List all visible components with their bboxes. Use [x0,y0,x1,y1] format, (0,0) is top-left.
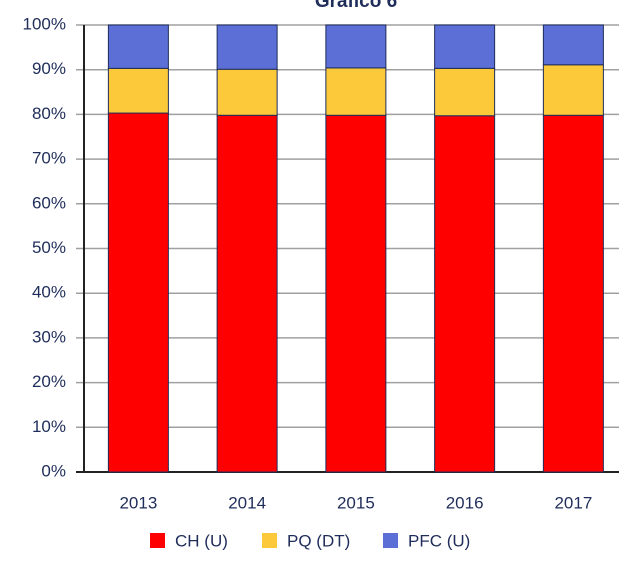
y-tick-label: 10% [32,417,66,436]
y-tick-label: 90% [32,59,66,78]
bar-segment [216,24,278,70]
bar-segment [434,67,496,117]
bar-segment [434,24,496,69]
y-tick-label: 80% [32,104,66,123]
bar-segment [542,24,604,66]
x-tick-label: 2013 [119,493,157,512]
y-tick-label: 30% [32,327,66,346]
y-tick-label: 20% [32,372,66,391]
legend-label: PFC (U) [408,531,470,550]
bar-segment [107,112,169,473]
bar-segment [107,67,169,114]
x-tick-label: 2016 [446,493,484,512]
legend-swatch [150,533,165,548]
y-tick-label: 0% [41,461,66,480]
legend-swatch [383,533,398,548]
bar-segment [325,24,387,69]
y-tick-label: 70% [32,149,66,168]
legend-swatch [262,533,277,548]
legend-label: PQ (DT) [287,531,350,550]
y-tick-label: 100% [23,14,66,33]
bar-segment [216,114,278,473]
bar-segment [325,67,387,116]
bar-segment [542,64,604,116]
x-tick-label: 2014 [228,493,266,512]
bar-segment [325,114,387,473]
y-tick-label: 60% [32,193,66,212]
chart-title: Gráfico 6 [315,0,397,12]
x-tick-label: 2017 [554,493,592,512]
y-tick-label: 50% [32,238,66,257]
bar-segment [434,115,496,473]
bar-segment [216,68,278,116]
y-tick-label: 40% [32,283,66,302]
legend-label: CH (U) [175,531,228,550]
x-tick-label: 2015 [337,493,375,512]
bar-segment [107,24,169,69]
bar-segment [542,114,604,473]
